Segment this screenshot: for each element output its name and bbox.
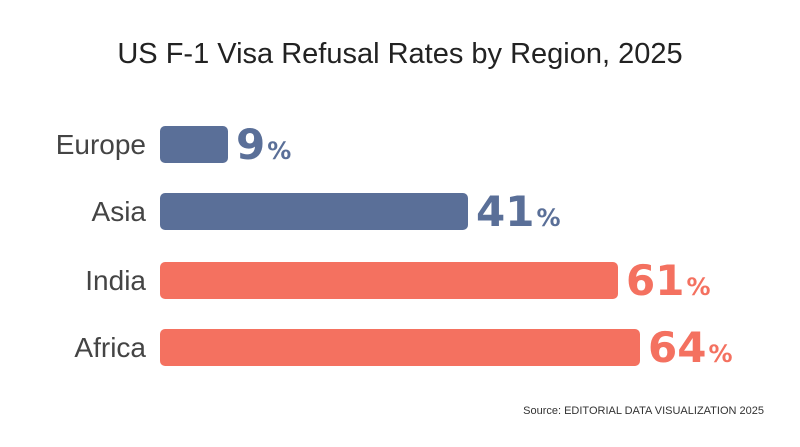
category-label-india: India (85, 265, 146, 296)
category-label-africa: Africa (74, 332, 146, 363)
bar-asia (160, 193, 468, 230)
value-label-asia: 41% (476, 187, 561, 236)
bar-africa (160, 329, 640, 366)
bar-india (160, 262, 618, 299)
bar-europe (160, 126, 228, 163)
chart-title: US F-1 Visa Refusal Rates by Region, 202… (117, 38, 683, 70)
value-label-europe: 9% (236, 120, 292, 169)
value-label-africa: 64% (648, 323, 733, 372)
category-label-europe: Europe (55, 129, 146, 160)
category-label-asia: Asia (91, 196, 146, 227)
value-label-india: 61% (626, 256, 711, 305)
source-note: Source: EDITORIAL DATA VISUALIZATION 202… (523, 405, 764, 417)
